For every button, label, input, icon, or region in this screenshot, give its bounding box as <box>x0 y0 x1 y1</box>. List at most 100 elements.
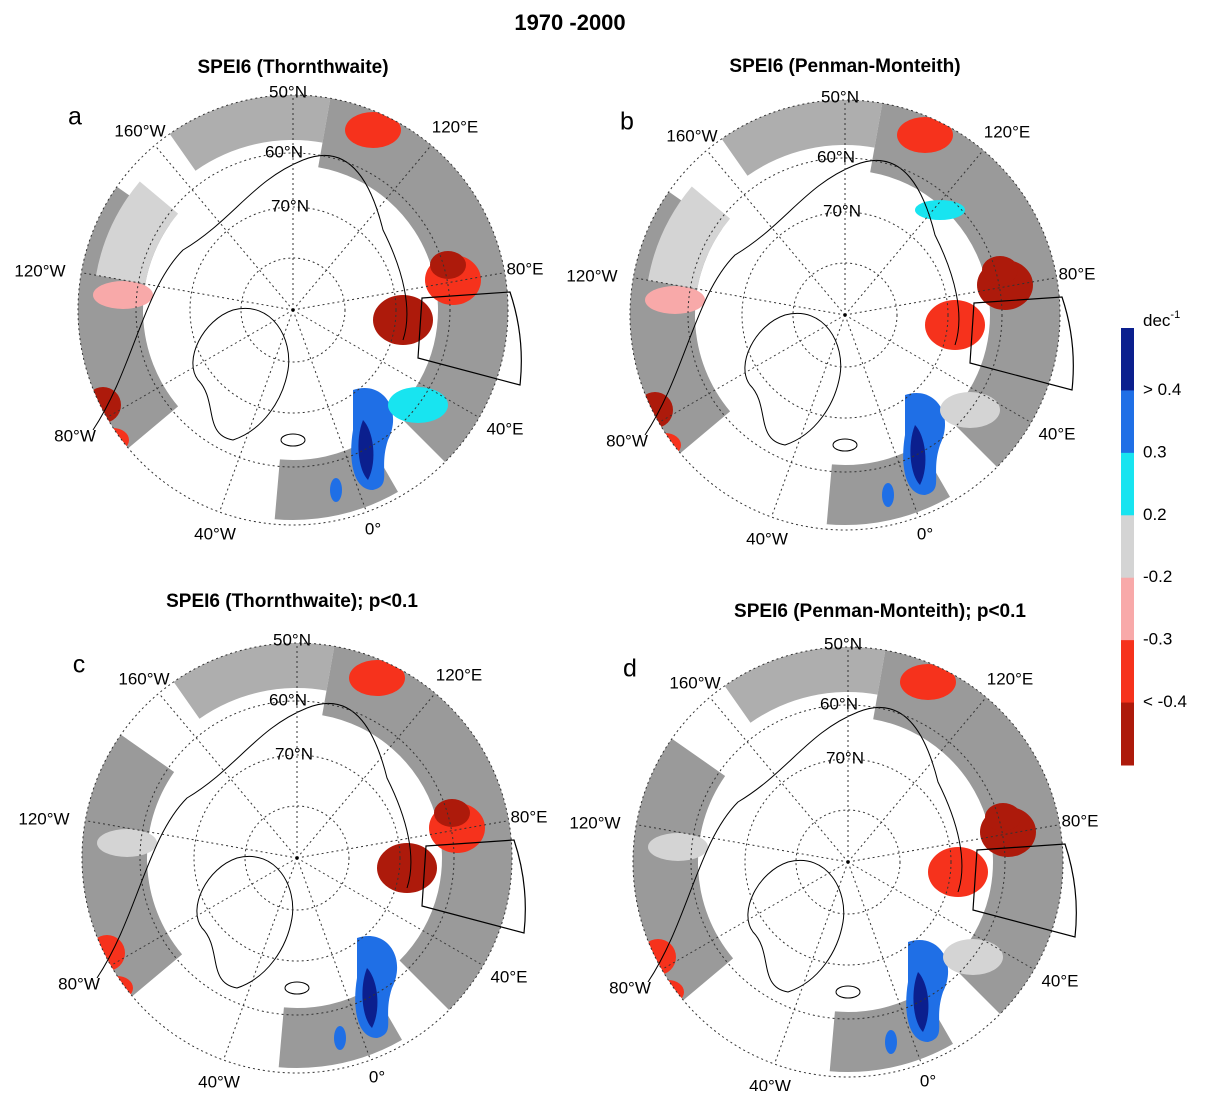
trend-patch <box>652 980 684 1004</box>
latitude-label: 50°N <box>269 82 307 101</box>
land-band <box>96 181 179 284</box>
colorbar-label: -0.3 <box>1143 630 1172 649</box>
graticule-line <box>770 314 846 518</box>
trend-patch <box>943 939 1003 975</box>
trend-patch <box>334 1026 346 1050</box>
latitude-label: 50°N <box>821 87 859 106</box>
graticule-circle <box>81 642 513 1074</box>
longitude-label: 80°W <box>58 974 100 993</box>
latitude-label: 70°N <box>826 748 864 767</box>
trend-patch <box>982 256 1018 284</box>
longitude-label: 0° <box>917 524 933 543</box>
colorbar-swatch <box>1121 577 1134 641</box>
trend-patch <box>330 478 342 502</box>
panel-letter: b <box>620 108 634 136</box>
graticule-line <box>154 144 294 311</box>
coastline <box>96 702 412 979</box>
trend-patch <box>882 483 894 507</box>
analysis-box <box>417 291 522 386</box>
longitude-label: 0° <box>365 519 381 538</box>
trend-patch <box>645 286 705 314</box>
colorbar-swatch <box>1121 452 1134 516</box>
trend-patch <box>910 425 926 485</box>
longitude-label: 40°W <box>198 1072 240 1091</box>
graticule-line <box>661 861 849 970</box>
graticule-line <box>296 857 372 1061</box>
unit-exponent: -1 <box>1170 309 1180 321</box>
longitude-label: 80°E <box>1058 264 1095 283</box>
trend-patch <box>345 112 401 148</box>
trend-patch <box>649 433 681 457</box>
colorbar-swatch <box>1121 515 1134 579</box>
graticule-circle <box>189 206 397 414</box>
analysis-box <box>969 296 1074 391</box>
latitude-label: 60°N <box>265 142 303 161</box>
pole <box>291 308 295 312</box>
coastline <box>744 312 842 446</box>
longitude-label: 160°W <box>114 121 165 140</box>
graticule-line <box>296 820 509 859</box>
graticule-line <box>633 277 846 316</box>
graticule-circle <box>193 754 401 962</box>
longitude-label: 40°E <box>486 419 523 438</box>
longitude-label: 120°E <box>436 665 483 684</box>
colorbar-label: > 0.4 <box>1143 380 1181 399</box>
graticule-line <box>106 309 294 418</box>
longitude-label: 120°W <box>14 261 65 280</box>
colorbar-unit: dec-1 <box>1143 309 1180 331</box>
trend-patch <box>362 968 378 1028</box>
land-band <box>633 730 734 1010</box>
latitude-label: 60°N <box>817 147 855 166</box>
graticule-circle <box>135 152 451 468</box>
longitude-label: 80°W <box>606 431 648 450</box>
unit: dec <box>1143 311 1171 330</box>
longitude-label: 120°E <box>432 117 479 136</box>
graticule-line <box>844 277 1057 316</box>
latitude-label: 50°N <box>273 630 311 649</box>
longitude-label: 40°W <box>194 524 236 543</box>
coastline <box>284 981 310 995</box>
trend-patch <box>97 829 157 857</box>
trend-patch <box>349 660 405 696</box>
trend-patch <box>925 300 985 350</box>
land-band <box>716 647 888 723</box>
land-band <box>161 95 333 171</box>
map-panel: 50°N 60°N 70°N 160°W 120°E 120°W 80°E 80°W 40°E 4… <box>14 57 543 543</box>
coastline <box>832 438 858 452</box>
coastline <box>192 307 290 441</box>
coastline <box>92 154 408 431</box>
graticule-line <box>844 149 984 316</box>
colorbar-label: -0.2 <box>1143 567 1172 586</box>
panel-title: SPEI6 (Thornthwaite); p<0.1 <box>166 591 418 612</box>
land-band <box>648 186 731 289</box>
graticule-line <box>847 861 923 1065</box>
graticule-line <box>296 692 436 859</box>
longitude-label: 40°E <box>1038 424 1075 443</box>
graticule-line <box>658 314 846 423</box>
graticule-circle <box>139 700 455 1016</box>
pole <box>843 313 847 317</box>
coastline <box>747 859 845 993</box>
longitude-label: 160°W <box>666 126 717 145</box>
trend-patch <box>637 392 673 428</box>
graticule-line <box>706 149 846 316</box>
graticule-line <box>292 144 432 311</box>
graticule-circle <box>744 758 952 966</box>
trend-patch <box>377 843 437 893</box>
longitude-label: 80°E <box>1061 811 1098 830</box>
trend-patch <box>940 392 1000 428</box>
trend-patch <box>89 935 125 971</box>
trend-patch <box>900 664 956 700</box>
graticule-line <box>847 824 1060 863</box>
longitude-label: 160°W <box>118 669 169 688</box>
coastline <box>196 855 294 989</box>
colorbar-swatch <box>1121 328 1134 391</box>
colorbar-swatch <box>1121 390 1134 454</box>
longitude-label: 120°W <box>566 266 617 285</box>
latitude-label: 60°N <box>269 690 307 709</box>
longitude-label: 40°E <box>1041 971 1078 990</box>
pole <box>846 860 850 864</box>
longitude-label: 40°W <box>749 1076 791 1091</box>
coastline <box>644 159 960 436</box>
graticule-line <box>636 824 849 863</box>
